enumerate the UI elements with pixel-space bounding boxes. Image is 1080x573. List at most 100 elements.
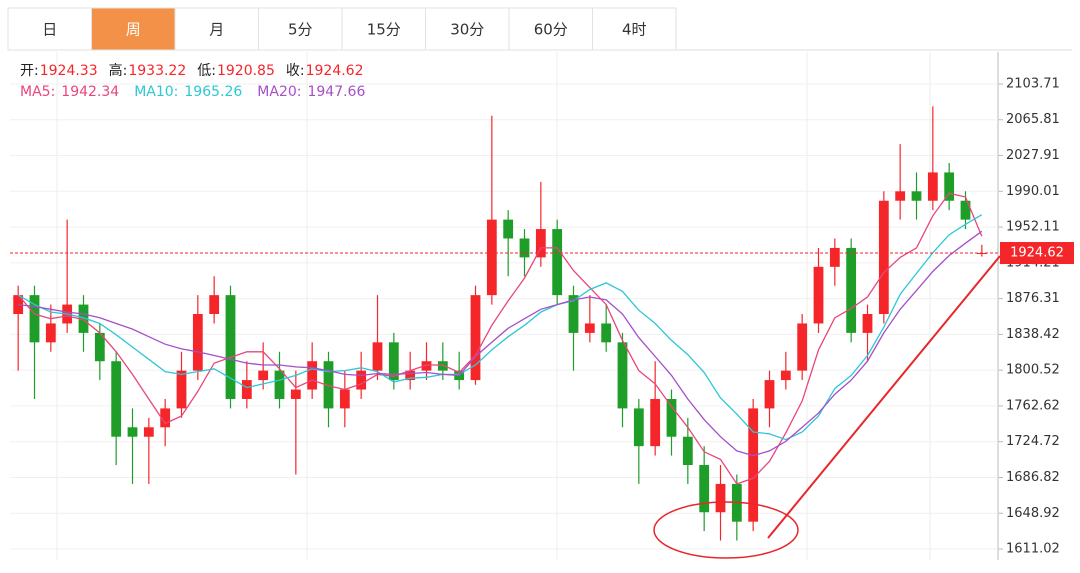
candle-body	[29, 295, 40, 343]
ma-line	[17, 214, 983, 441]
tab-label[interactable]: 30分	[450, 21, 484, 39]
y-tick-label: 1686.82	[1006, 470, 1060, 485]
ohlc-label: 收:	[286, 63, 305, 79]
candle-body	[323, 361, 334, 409]
ma-line	[17, 192, 983, 485]
candle-body	[111, 361, 122, 437]
y-tick-label: 1800.52	[1006, 363, 1060, 378]
candle-body	[160, 408, 171, 428]
tab[interactable]	[508, 7, 593, 51]
candle-body	[552, 229, 563, 296]
vertical-grid	[56, 52, 931, 560]
candle-body	[78, 304, 89, 333]
legend-name: MA20:	[257, 84, 301, 100]
candle-body	[339, 389, 350, 409]
legend-name: MA5:	[20, 84, 55, 100]
tab-label[interactable]: 月	[209, 21, 224, 39]
y-tick-label: 1611.02	[1006, 542, 1060, 557]
candle-body	[813, 266, 824, 324]
candle-body	[715, 483, 726, 513]
candle-body	[405, 370, 416, 381]
candle-body	[127, 427, 138, 437]
y-tick-label: 2103.71	[1006, 76, 1060, 91]
y-tick-label: 1990.01	[1006, 184, 1060, 199]
candle-body	[911, 191, 922, 201]
last-price-label: 1924.62	[1010, 246, 1064, 261]
candle-body	[764, 380, 775, 409]
candle-body	[650, 398, 661, 447]
y-tick-label: 1724.72	[1006, 434, 1060, 449]
tab-label[interactable]: 日	[42, 21, 57, 39]
y-tick-label: 1838.42	[1006, 327, 1060, 342]
legend-value: 1965.26	[184, 84, 242, 100]
candle-body	[584, 323, 595, 333]
candle-body	[601, 323, 612, 343]
candle-body	[192, 314, 203, 371]
candle-body	[176, 370, 187, 409]
candle-body	[290, 389, 301, 399]
candle-body	[503, 219, 514, 239]
candle-body	[960, 200, 971, 220]
plot: 1611.02 1648.92 1686.82 1724.72 1762.62 1800.…	[10, 76, 1074, 557]
tab-label[interactable]: 4时	[622, 21, 647, 39]
ohlc-label: 低:	[197, 63, 216, 79]
last-price-tag	[1000, 242, 1074, 265]
annotation-ellipse	[653, 501, 799, 559]
candle-body	[13, 295, 24, 315]
tab[interactable]	[592, 7, 677, 51]
candle-body	[682, 436, 693, 466]
y-tick-label: 1648.92	[1006, 506, 1060, 521]
candle-body	[780, 370, 791, 381]
candle-body	[846, 247, 857, 333]
trend-line	[767, 255, 1001, 539]
y-tick-label: 1876.31	[1006, 291, 1060, 306]
ohlc-value: 1924.33	[40, 63, 98, 79]
ohlc-label: 开:	[20, 63, 39, 79]
tab-label[interactable]: 周	[126, 21, 141, 39]
candle-body	[45, 323, 56, 343]
candle-body	[748, 408, 759, 522]
candle-body	[829, 247, 840, 267]
candle-body	[617, 342, 628, 409]
candle-body	[633, 408, 644, 447]
candle-body	[274, 370, 285, 399]
tab[interactable]	[91, 7, 176, 51]
candle-body	[143, 427, 154, 437]
ohlc-label: 高:	[109, 62, 128, 79]
legend-value: 1942.34	[61, 84, 119, 100]
ohlc-value: 1920.85	[217, 63, 275, 79]
candle-body	[895, 191, 906, 201]
candle-body	[241, 380, 252, 399]
candle-body	[666, 398, 677, 437]
tab-label[interactable]: 5分	[288, 21, 313, 39]
tab[interactable]	[7, 7, 92, 51]
candle-body	[797, 323, 808, 371]
tab[interactable]	[174, 7, 259, 51]
y-tick-label: 1952.11	[1006, 220, 1060, 235]
candle-body	[437, 361, 448, 371]
candle-body	[486, 219, 497, 296]
legend-name: MA10:	[134, 84, 178, 100]
y-tick-label: 2027.91	[1006, 148, 1060, 163]
tab-label[interactable]: 15分	[367, 21, 401, 39]
tab[interactable]	[425, 7, 510, 51]
candle-body	[421, 361, 432, 371]
y-tick-label: 1762.62	[1006, 398, 1060, 413]
candle-body	[944, 172, 955, 201]
candle-body	[307, 361, 318, 390]
ohlc-value: 1933.22	[128, 63, 186, 79]
header: 开: 1924.33 高: 1933.22 低: 1920.85 收: 1924.62 MA5:…	[20, 62, 365, 100]
candle-body	[209, 295, 220, 315]
candle-body	[258, 370, 269, 381]
tab-label[interactable]: 60分	[534, 21, 568, 39]
candle-body	[568, 295, 579, 333]
candle-body	[862, 314, 873, 333]
candle-body	[878, 200, 889, 315]
candle-body	[519, 238, 530, 258]
candle-body	[94, 332, 105, 362]
legend-value: 1947.66	[307, 84, 365, 100]
candle-body	[699, 465, 710, 513]
tab[interactable]	[341, 7, 426, 51]
